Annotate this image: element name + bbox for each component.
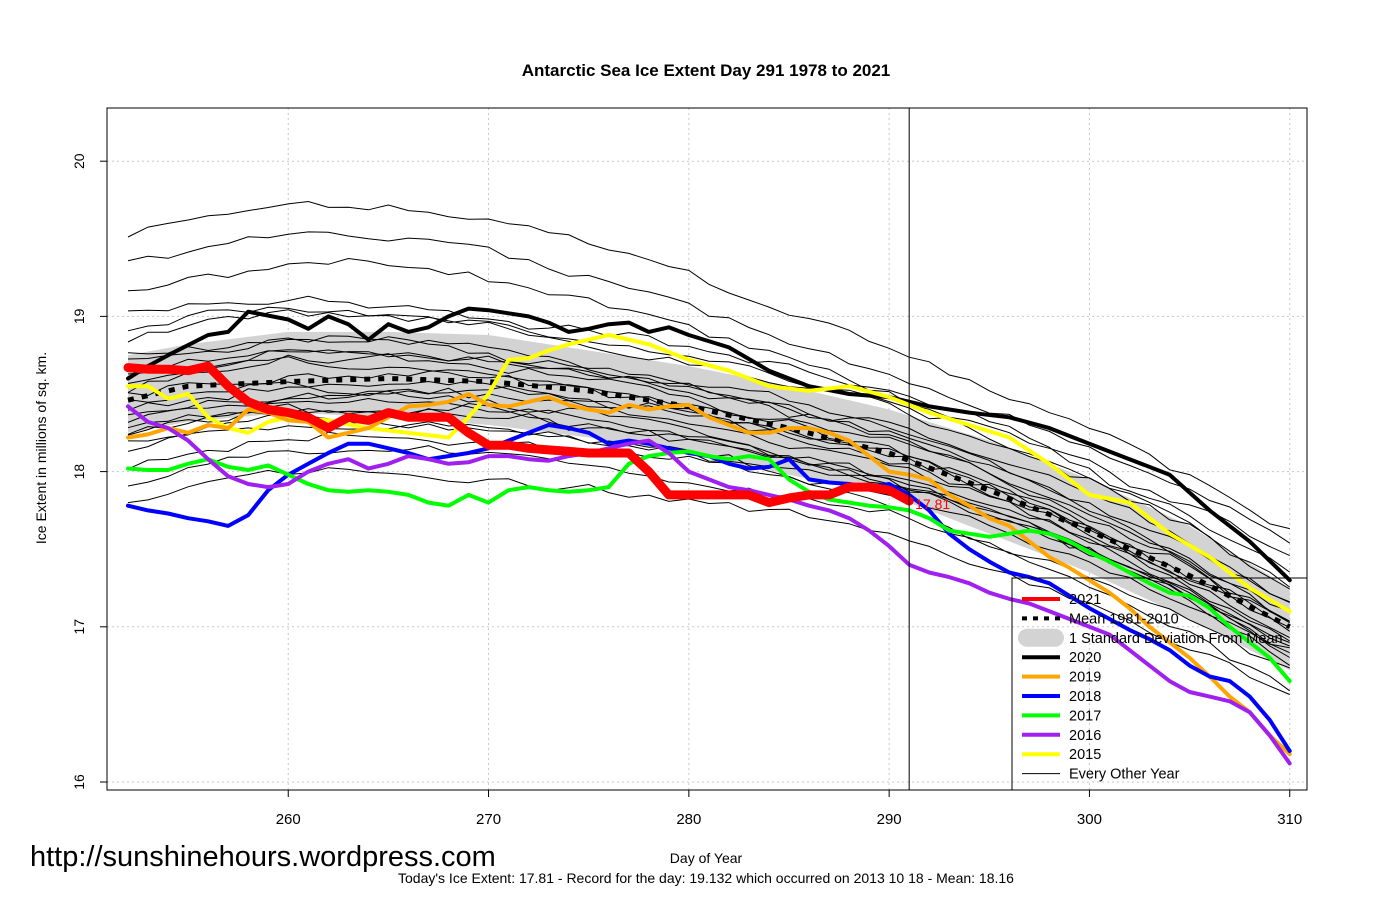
x-tick-label: 290 <box>877 811 902 828</box>
series-line-2020 <box>126 306 1292 583</box>
y-axis-label: Ice Extent in millions of sq. km. <box>33 352 49 544</box>
other-year-line <box>127 336 1290 603</box>
other-year-line <box>127 257 1290 557</box>
legend: 2021 Mean 1981-2010 1 Standard Deviation F… <box>1011 577 1308 791</box>
plot-frame <box>106 107 1308 791</box>
series-line-2021 <box>123 361 914 508</box>
website-url: http://sunshinehours.wordpress.com <box>30 841 496 873</box>
legend-label: 2018 <box>1069 689 1101 705</box>
x-tick-label: 280 <box>676 811 701 828</box>
y-tick-label: 18 <box>71 464 87 480</box>
legend-swatch-band <box>1018 628 1064 647</box>
other-year-line <box>127 200 1290 530</box>
other-year-line <box>127 349 1290 622</box>
legend-label: 2020 <box>1069 650 1101 666</box>
legend-label: Mean 1981-2010 <box>1069 611 1179 627</box>
other-year-line <box>127 353 1290 624</box>
series-line-2015 <box>126 333 1292 614</box>
y-tick-label: 16 <box>71 774 87 790</box>
x-tick-label: 260 <box>276 811 301 828</box>
series-line-2016 <box>126 404 1292 766</box>
axes: 260 270 280 290 300 310 16 17 18 19 20 <box>71 107 1308 828</box>
other-year-line <box>127 445 1290 692</box>
other-year-line <box>127 231 1290 544</box>
legend-frame <box>1011 577 1308 791</box>
other-year-line <box>127 390 1290 647</box>
legend-label: Every Other Year <box>1069 767 1180 783</box>
other-year-line <box>127 387 1290 642</box>
other-year-line <box>127 295 1290 573</box>
x-axis-label: Day of Year <box>670 850 743 866</box>
other-year-line <box>127 369 1290 632</box>
other-year-line <box>127 349 1290 622</box>
legend-label: 2015 <box>1069 747 1101 763</box>
current-value-label: 17.81 <box>915 496 950 512</box>
other-year-line <box>127 431 1290 669</box>
other-year-line <box>127 356 1290 612</box>
legend-label: 2021 <box>1069 592 1101 608</box>
other-year-line <box>127 467 1290 695</box>
x-tick-label: 300 <box>1077 811 1102 828</box>
series-lines: 17.81 <box>123 108 1292 790</box>
x-tick-label: 270 <box>476 811 501 828</box>
legend-label: 2017 <box>1069 708 1101 724</box>
y-tick-label: 19 <box>71 308 87 324</box>
footer-stats: Today's Ice Extent: 17.81 - Record for t… <box>398 870 1014 886</box>
series-line-2019 <box>126 392 1292 757</box>
y-tick-label: 17 <box>71 619 87 635</box>
legend-label: 2016 <box>1069 728 1101 744</box>
legend-label: 2019 <box>1069 670 1101 686</box>
y-tick-label: 20 <box>71 153 87 169</box>
series-line-2017 <box>126 449 1292 684</box>
x-tick-label: 310 <box>1277 811 1302 828</box>
chart-title: Antarctic Sea Ice Extent Day 291 1978 to… <box>522 61 891 80</box>
legend-label: 1 Standard Deviation From Mean <box>1069 631 1283 647</box>
